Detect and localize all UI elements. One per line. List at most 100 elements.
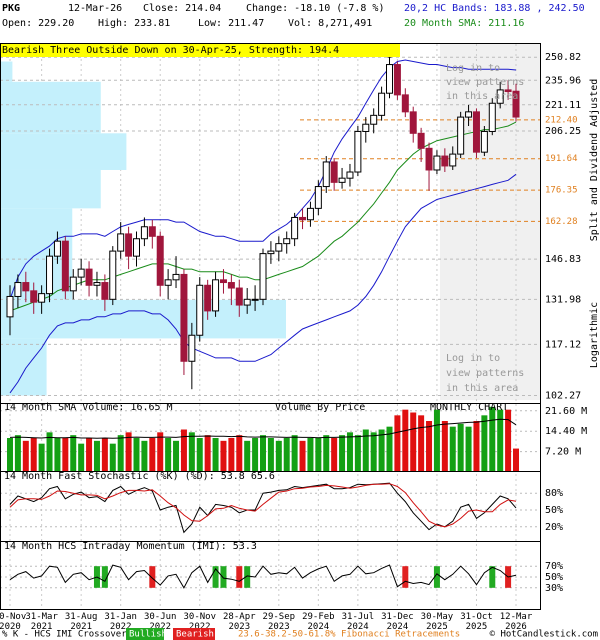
x-tick-line: 2022 [110, 622, 132, 632]
volume-by-price-bar [1, 169, 101, 209]
x-tick-line: 2025 [426, 622, 448, 632]
x-tick-label: 29-Feb 2024 [302, 612, 335, 632]
login-line: in this area [446, 91, 518, 102]
pattern-text: Bearish Three Outside Down on 30-Apr-25,… [2, 45, 339, 56]
login-line: Log in to [446, 353, 500, 364]
candle-body [148, 226, 156, 237]
candle-body [101, 282, 109, 300]
candle-body [401, 94, 409, 113]
candle-body [393, 64, 401, 96]
candle-body [164, 279, 172, 286]
volume-bar [362, 429, 369, 472]
volume-bar [323, 435, 330, 472]
candle-body [346, 171, 354, 179]
crossover-marker [220, 566, 227, 588]
candle-body [449, 153, 457, 167]
candle-body [196, 284, 204, 336]
legend-fib: 23.6-38.2-50-61.8% Fibonacci Retracement… [238, 630, 460, 640]
candle-body [409, 111, 417, 134]
symbol: PKG [2, 3, 20, 14]
volume-bar [489, 406, 496, 472]
volume-bar [513, 448, 519, 472]
annotation: Volume By Price [275, 402, 365, 413]
candle-body [227, 282, 235, 289]
volume-bar [386, 426, 393, 472]
x-tick-label: 31-Mar 2021 [25, 612, 58, 632]
candle-body [125, 233, 133, 257]
indicator-line [9, 564, 517, 589]
volume-bar [165, 438, 172, 472]
x-tick-line: 31-Mar [25, 612, 58, 622]
candle-body [480, 130, 488, 153]
volume-bar [465, 426, 472, 472]
volume-bar [188, 432, 195, 472]
y-tick-label: 30% [545, 583, 563, 594]
crossover-marker [212, 566, 219, 588]
volume-bar [433, 409, 440, 472]
volume-bar [275, 440, 282, 472]
crossover-marker [433, 566, 440, 588]
candle-body [472, 111, 480, 153]
candle-body [378, 92, 386, 116]
volume-bar [441, 421, 448, 472]
y-tick-label: 221.11 [545, 100, 581, 111]
volume-bar [54, 438, 61, 472]
candle-body [362, 123, 370, 132]
x-tick-line: 2024 [308, 622, 330, 632]
x-tick-line: 31-Oct [460, 612, 493, 622]
candle-body [512, 90, 520, 118]
candle-body [488, 102, 496, 132]
x-tick-line: 30-Nov [183, 612, 216, 622]
crossover-marker [149, 566, 156, 588]
x-tick-line: 2022 [149, 622, 171, 632]
y-tick-label: 21.60 M [545, 406, 587, 417]
open: Open: 229.20 [2, 18, 74, 29]
candle-body [6, 295, 14, 318]
volume-by-price-bar [1, 133, 127, 170]
volume-bar [133, 438, 140, 472]
login-line: in this area [446, 383, 518, 394]
y-tick-label: 250.82 [545, 52, 581, 63]
indicator-line [9, 482, 517, 534]
fib-label: 162.28 [545, 217, 578, 227]
login-line: view patterns [446, 77, 524, 88]
axis-note: Split and Dividend Adjusted [589, 79, 600, 242]
axis-note: Logarithmic [589, 302, 600, 368]
x-tick-line: 30-Jun [144, 612, 177, 622]
legend-bearish-box [173, 628, 215, 640]
volume-bar [346, 432, 353, 472]
candle-body [267, 250, 275, 255]
volume-bar [283, 438, 290, 472]
volume-bar [244, 440, 251, 472]
candle-body [275, 243, 283, 252]
close: Close: 214.04 [143, 3, 221, 14]
candle-body [22, 282, 30, 292]
legend-bullish: Bullish [129, 630, 167, 640]
fib-label: 176.35 [545, 186, 578, 196]
fib-label: 191.64 [545, 154, 578, 164]
candle-body [117, 233, 125, 252]
volume-bar [315, 438, 322, 472]
candle-body [109, 250, 117, 300]
fib-label: 212.40 [545, 115, 578, 125]
volume-bar [260, 435, 266, 472]
volume-bar [180, 429, 187, 472]
low: Low: 211.47 [198, 18, 264, 29]
x-tick-label: 31-Oct 2025 [460, 612, 493, 632]
date: 12-Mar-26 [68, 3, 122, 14]
x-tick-line: 2021 [31, 622, 53, 632]
x-tick-line: 2020 [0, 622, 21, 632]
y-tick-label: 50% [545, 572, 563, 583]
volume-bar [173, 440, 180, 472]
legend-bearish: Bearish [176, 630, 214, 640]
volume-bar [354, 435, 361, 472]
candle-body [370, 114, 378, 125]
candle-body [133, 238, 140, 257]
x-tick-line: 2025 [466, 622, 488, 632]
candle-body [354, 130, 362, 173]
x-tick-line: 2021 [70, 622, 92, 632]
volume-bar [426, 421, 433, 472]
volume-bar [196, 438, 203, 472]
volume-bar [267, 438, 274, 472]
candle-body [441, 155, 449, 167]
